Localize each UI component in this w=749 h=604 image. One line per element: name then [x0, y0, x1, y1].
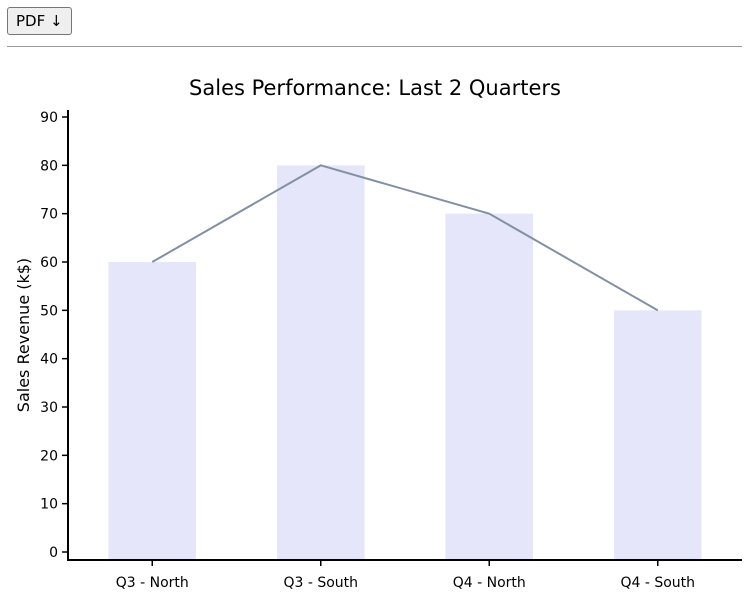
y-tick-label: 70: [40, 207, 58, 223]
x-tick-label: Q4 - South: [620, 575, 695, 591]
x-tick-label: Q4 - North: [453, 575, 526, 591]
y-tick-label: 0: [49, 545, 58, 561]
y-tick-label: 30: [40, 400, 58, 416]
chart-title: Sales Performance: Last 2 Quarters: [189, 76, 561, 100]
y-tick-label: 10: [40, 497, 58, 513]
bar-4: [613, 310, 702, 560]
bar-2: [276, 165, 365, 561]
x-tick-label: Q3 - North: [116, 575, 189, 591]
toolbar-divider: [7, 46, 742, 47]
toolbar: PDF ↓: [7, 7, 72, 35]
y-tick-label: 90: [40, 110, 58, 126]
pdf-download-button[interactable]: PDF ↓: [7, 7, 72, 35]
x-tick-label: Q3 - South: [283, 575, 358, 591]
bar-1: [108, 262, 197, 560]
trend-line-group: [151, 164, 659, 312]
y-tick-label: 40: [40, 352, 58, 368]
trend-line: [151, 164, 659, 312]
y-axis-label: Sales Revenue (k$): [14, 258, 33, 412]
y-tick-label: 60: [40, 255, 58, 271]
y-tick-label: 80: [40, 158, 58, 174]
x-axis: Q3 - North Q3 - South Q4 - North Q4 - South: [67, 559, 742, 591]
y-tick-label: 20: [40, 448, 58, 464]
y-tick-label: 50: [40, 303, 58, 319]
bar-3: [445, 213, 534, 560]
bars-group: [108, 165, 702, 561]
y-axis: 0 10 20 30 40 50 60 70 80 90: [40, 110, 69, 561]
